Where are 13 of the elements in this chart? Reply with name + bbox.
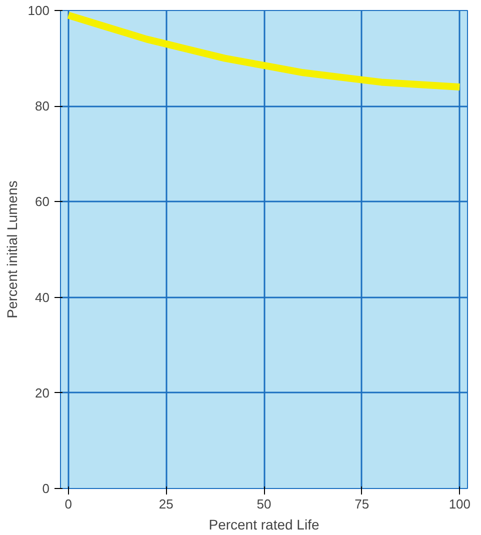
x-tick-label: 75 <box>354 496 370 512</box>
x-axis-title: Percent rated Life <box>208 516 320 532</box>
x-tick-label: 25 <box>158 496 174 512</box>
y-tick-label: 20 <box>35 385 50 400</box>
x-tick-label: 0 <box>64 496 72 512</box>
y-axis-title: Percent initial Lumens <box>4 180 20 318</box>
y-tick-label: 80 <box>35 98 50 114</box>
x-tick-label: 100 <box>448 496 471 512</box>
x-tick-label: 50 <box>256 496 272 512</box>
y-tick-label: 0 <box>42 481 50 496</box>
y-tick-label: 40 <box>35 290 50 305</box>
y-tick-label: 60 <box>35 194 50 210</box>
y-tick-label: 100 <box>28 3 50 18</box>
